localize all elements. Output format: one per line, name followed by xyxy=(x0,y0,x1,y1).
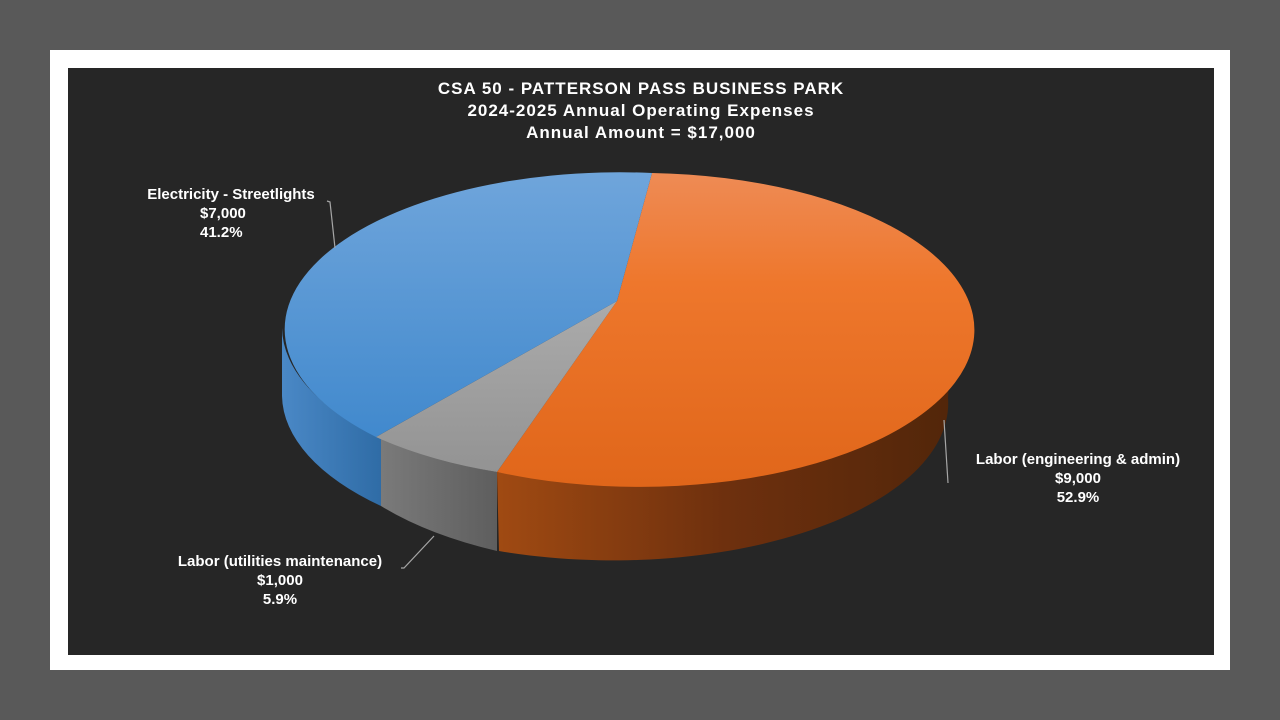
label-engineering-pct: 52.9% xyxy=(1056,489,1100,506)
label-maintenance-pct: 5.9% xyxy=(262,591,298,608)
pie-top xyxy=(284,172,975,487)
label-electricity-amount: $7,000 xyxy=(200,205,246,222)
label-maintenance-name: Labor (utilities maintenance) xyxy=(177,553,383,570)
label-maintenance: Labor (utilities maintenance) $1,000 5.9… xyxy=(160,552,400,609)
label-engineering-name: Labor (engineering & admin) xyxy=(975,451,1181,468)
title-line-3: Annual Amount = $17,000 xyxy=(526,123,756,142)
label-maintenance-amount: $1,000 xyxy=(257,572,303,589)
leader-lines xyxy=(326,200,949,569)
pie-chart-3d xyxy=(282,172,975,569)
label-electricity: Electricity - Streetlights $7,000 41.2% xyxy=(126,185,336,242)
chart-area: CSA 50 - PATTERSON PASS BUSINESS PARK 20… xyxy=(68,68,1214,655)
label-electricity-pct: 41.2% xyxy=(200,224,243,241)
title-line-2: 2024-2025 Annual Operating Expenses xyxy=(467,101,815,120)
label-engineering-amount: $9,000 xyxy=(1055,470,1101,487)
slice-labor-maintenance[interactable] xyxy=(376,301,617,472)
slice-labor-engineering[interactable] xyxy=(497,173,975,487)
slice-electricity[interactable] xyxy=(284,172,652,437)
label-electricity-name: Electricity - Streetlights xyxy=(147,186,315,203)
chart-title: CSA 50 - PATTERSON PASS BUSINESS PARK 20… xyxy=(68,78,1214,144)
label-engineering: Labor (engineering & admin) $9,000 52.9% xyxy=(958,450,1198,507)
title-line-1: CSA 50 - PATTERSON PASS BUSINESS PARK xyxy=(437,79,845,98)
